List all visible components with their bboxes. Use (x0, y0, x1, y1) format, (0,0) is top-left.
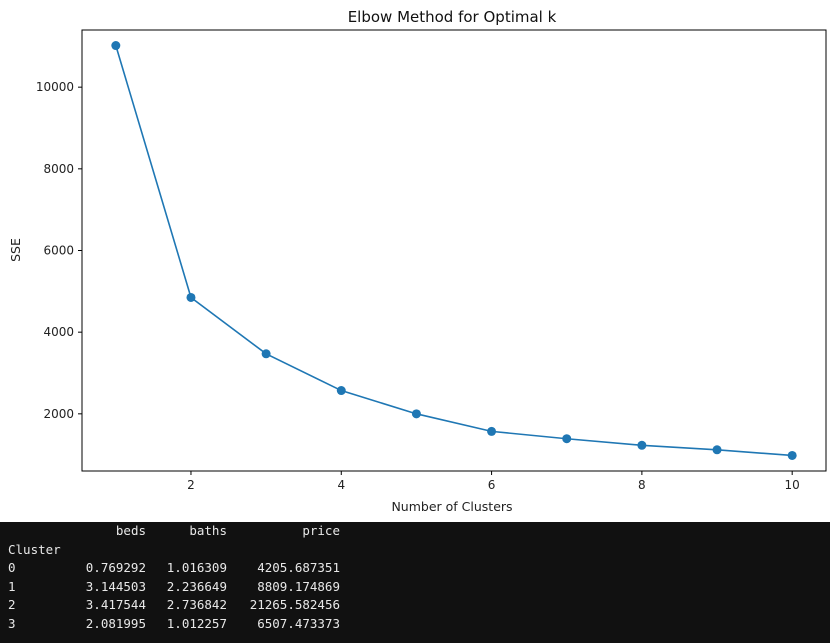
header-beds: beds (115, 523, 146, 538)
row-index: 0 (8, 560, 16, 575)
series-line (115, 45, 793, 457)
row-baths: 2.236649 (166, 578, 227, 594)
row-baths: 1.016309 (166, 560, 227, 575)
output-header-row: beds baths price (0, 522, 830, 541)
row-baths: 2.736842 (166, 597, 227, 612)
chart-svg: Elbow Method for Optimal k 2 4 6 8 10 2000 40… (8, 8, 827, 514)
data-point (487, 426, 497, 436)
x-tick-label: 6 (488, 478, 496, 492)
y-tick-label: 2000 (43, 407, 74, 421)
x-axis-ticks: 2 4 6 8 10 (187, 471, 800, 492)
header-price: price (302, 523, 340, 538)
row-price: 6507.473373 (257, 615, 340, 631)
chart-title: Elbow Method for Optimal k (348, 8, 557, 26)
y-axis-ticks: 2000 4000 6000 8000 10000 (36, 80, 82, 421)
x-tick-label: 8 (638, 478, 646, 492)
row-price: 4205.687351 (257, 560, 340, 575)
data-point (261, 349, 271, 359)
row-beds: 3.144503 (85, 578, 146, 594)
y-tick-label: 6000 (43, 244, 74, 258)
y-tick-label: 8000 (43, 162, 74, 176)
x-tick-label: 4 (337, 478, 345, 492)
row-index: 1 (8, 578, 16, 594)
index-name: Cluster (8, 541, 61, 557)
sse-series (111, 41, 797, 460)
table-row: 2 3.417544 2.736842 21265.582456 (0, 596, 830, 615)
y-tick-label: 10000 (36, 80, 74, 94)
data-point (336, 386, 346, 396)
row-baths: 1.012257 (166, 615, 227, 631)
data-point (186, 292, 196, 302)
table-row: 3 2.081995 1.012257 6507.473373 (0, 615, 830, 634)
data-point (637, 440, 647, 450)
data-point (712, 445, 722, 455)
table-row: 1 3.144503 2.236649 8809.174869 (0, 578, 830, 597)
row-beds: 2.081995 (85, 615, 146, 631)
row-price: 21265.582456 (249, 597, 340, 612)
data-point (787, 450, 797, 460)
x-tick-label: 10 (785, 478, 800, 492)
data-point (411, 409, 421, 419)
row-index: 2 (8, 597, 16, 612)
row-beds: 0.769292 (85, 560, 146, 575)
row-price: 8809.174869 (257, 578, 340, 594)
dataframe-output: beds baths price Cluster 0 0.769292 1.01… (0, 522, 830, 643)
data-point (562, 434, 572, 444)
y-tick-label: 4000 (43, 325, 74, 339)
header-baths: baths (189, 523, 227, 538)
table-row: 0 0.769292 1.016309 4205.687351 (0, 559, 830, 578)
output-index-name-row: Cluster (0, 541, 830, 560)
y-axis-label: SSE (8, 238, 23, 262)
x-axis-label: Number of Clusters (391, 499, 512, 514)
data-point (111, 41, 121, 51)
row-index: 3 (8, 615, 16, 631)
elbow-chart: Elbow Method for Optimal k 2 4 6 8 10 2000 40… (8, 8, 827, 514)
axes-frame (81, 29, 827, 472)
x-tick-label: 2 (187, 478, 195, 492)
row-beds: 3.417544 (85, 597, 146, 612)
